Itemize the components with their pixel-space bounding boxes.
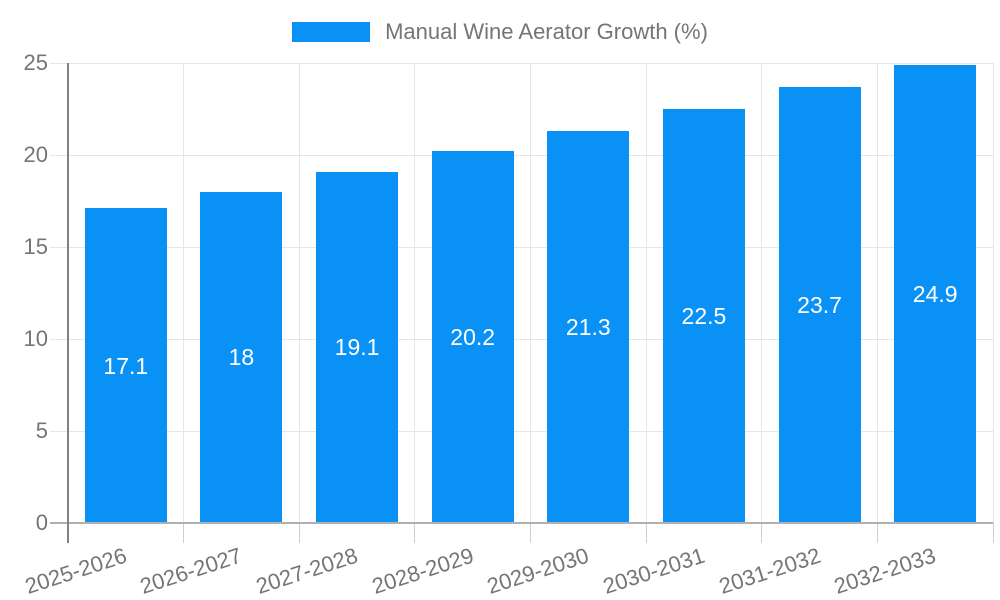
y-axis-tick-label: 5 [35, 418, 48, 443]
y-gridline [50, 62, 993, 64]
bar-value-label: 18 [228, 344, 255, 371]
x-axis-tick [183, 523, 185, 543]
legend-swatch [292, 22, 371, 42]
y-gridline [50, 154, 993, 156]
x-gridline [645, 63, 647, 523]
x-axis-tick [414, 523, 416, 543]
y-axis-tick-label: 0 [35, 510, 48, 535]
y-gridline [50, 338, 993, 340]
x-gridline [414, 63, 416, 523]
bar-value-label: 22.5 [681, 303, 727, 329]
bar[interactable] [431, 151, 514, 523]
x-gridline [876, 63, 878, 523]
y-axis-tick-label: 20 [23, 142, 48, 167]
bar-value-label: 17.1 [103, 352, 149, 379]
x-gridline [992, 63, 994, 523]
bar[interactable] [316, 171, 399, 523]
bar[interactable] [894, 64, 977, 523]
y-axis-tick-label: 25 [23, 50, 48, 75]
bar[interactable] [778, 86, 861, 523]
legend: Manual Wine Aerator Growth (%) [0, 19, 1000, 44]
x-gridline [298, 63, 300, 523]
bar-value-label: 24.9 [912, 280, 958, 307]
bar-value-label: 20.2 [450, 324, 496, 351]
x-gridline [761, 63, 763, 523]
x-gridline [183, 63, 185, 523]
bar-value-label: 19.1 [334, 334, 380, 361]
x-axis-tick [530, 523, 531, 543]
x-axis-tick [298, 523, 300, 543]
x-axis-tick [992, 523, 994, 543]
bar[interactable] [200, 191, 283, 523]
y-axis-line [67, 63, 69, 543]
bar-value-label: 23.7 [797, 291, 842, 318]
legend-label: Manual Wine Aerator Growth (%) [385, 19, 708, 44]
bar[interactable] [662, 109, 745, 523]
y-gridline [50, 430, 993, 432]
y-gridline [50, 246, 993, 248]
x-axis-tick [645, 523, 647, 543]
y-axis-tick-label: 15 [23, 234, 48, 259]
x-axis-tick [876, 523, 878, 543]
bar[interactable] [84, 208, 167, 523]
y-axis-tick-label: 10 [23, 326, 48, 351]
bar-value-label: 21.3 [565, 314, 611, 341]
x-gridline [530, 63, 531, 523]
bar[interactable] [547, 131, 630, 523]
x-axis-line [50, 522, 993, 524]
x-axis-tick [761, 523, 763, 543]
